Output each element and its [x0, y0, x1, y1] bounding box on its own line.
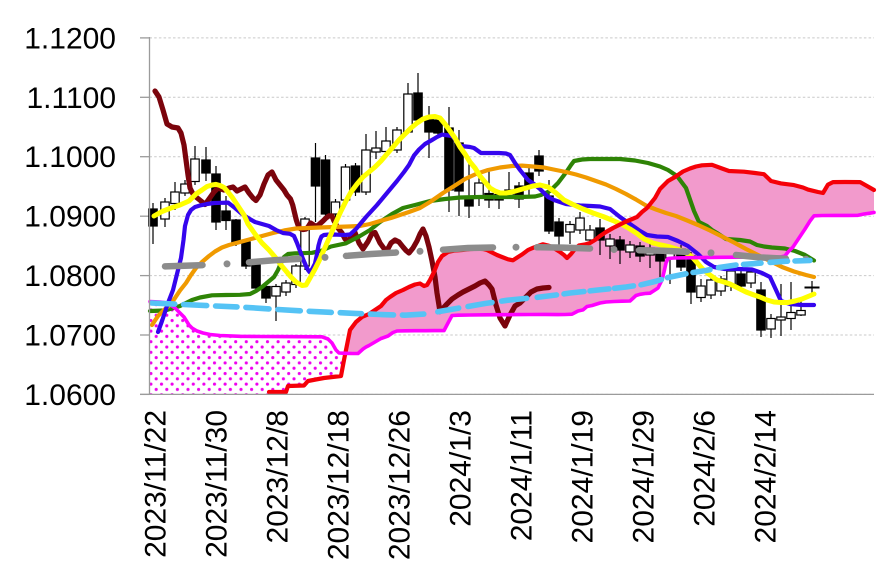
svg-text:2024/1/11: 2024/1/11	[506, 410, 539, 541]
svg-text:2024/2/14: 2024/2/14	[750, 410, 783, 543]
svg-text:2023/12/18: 2023/12/18	[323, 410, 356, 560]
svg-text:2023/11/22: 2023/11/22	[140, 410, 173, 558]
svg-text:2024/1/3: 2024/1/3	[445, 410, 478, 527]
svg-text:2024/1/19: 2024/1/19	[567, 410, 600, 543]
svg-text:2024/2/6: 2024/2/6	[689, 410, 722, 527]
svg-text:1.1100: 1.1100	[26, 82, 116, 115]
svg-text:1.0800: 1.0800	[24, 260, 116, 293]
svg-text:2023/12/26: 2023/12/26	[384, 410, 417, 560]
svg-text:2023/11/30: 2023/11/30	[201, 410, 234, 558]
svg-text:1.0700: 1.0700	[24, 320, 116, 353]
svg-text:1.0900: 1.0900	[24, 201, 116, 234]
svg-text:1.1000: 1.1000	[24, 141, 116, 174]
svg-text:2023/12/8: 2023/12/8	[262, 410, 295, 543]
svg-text:1.1200: 1.1200	[24, 22, 116, 55]
svg-text:1.0600: 1.0600	[24, 379, 116, 412]
svg-text:2024/1/29: 2024/1/29	[628, 410, 661, 543]
